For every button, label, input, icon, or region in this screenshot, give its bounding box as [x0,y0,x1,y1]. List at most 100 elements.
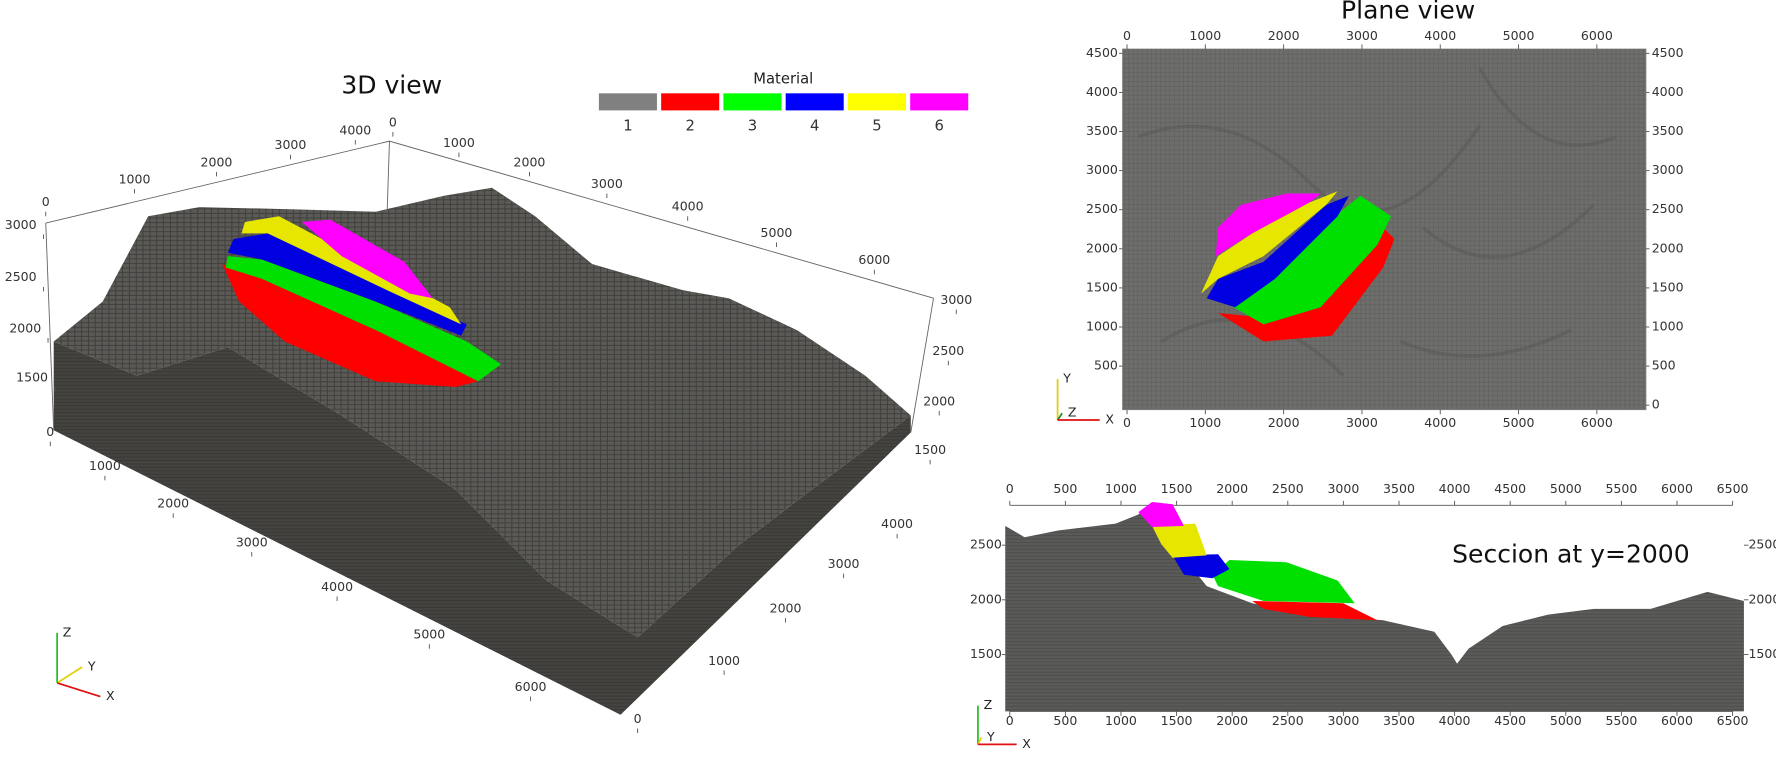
tick-label: 1500 [1652,279,1684,294]
tick-label: 2000 [201,154,233,169]
tick-label: 1000 [1105,481,1137,496]
tick-label: 1000 [1105,713,1137,728]
tick-label: 5500 [1605,713,1637,728]
legend-label: 4 [810,117,819,134]
tick-label: 2000 [157,496,189,511]
tick-label: 5000 [1550,481,1582,496]
tick-label: 2500 [970,537,1002,552]
frame-3d [45,140,934,433]
tick-label: 4500 [1494,713,1526,728]
tick-label: 3000 [591,176,623,191]
tick-label: 3000 [1652,162,1684,177]
tick-label: 4500 [1494,481,1526,496]
tick-label: 1500 [1161,713,1193,728]
legend-swatch [785,93,844,111]
legend: Material 1 2 3 4 5 6 [598,71,969,134]
tick-label: 2500 [5,269,37,284]
tick-label: 3000 [828,556,860,571]
tick-label: 4000 [1439,481,1471,496]
tick-label: 1000 [1189,28,1221,43]
triad-label: Y [986,729,995,744]
tick-label: 1500 [16,369,48,384]
block-3d [53,187,911,715]
tick-label: 2000 [1652,240,1684,255]
tick-label: 2000 [1086,240,1118,255]
tick-label: 0 [46,424,54,439]
tick-label: 2500 [1086,201,1118,216]
tick-label: 5000 [761,225,793,240]
tick-label: 500 [1094,358,1118,373]
legend-label: 6 [935,117,944,134]
legend-swatch [847,93,906,111]
legend-title: Material [753,71,813,88]
tick-label: 5000 [1503,415,1535,430]
triad-axis [977,737,983,745]
tick-label: 2000 [1268,28,1300,43]
tick-label: 3000 [1327,713,1359,728]
tick-label: 6000 [1581,28,1613,43]
tick-label: 3000 [236,534,268,549]
tick-label: 6500 [1717,713,1749,728]
triad-axis [1056,412,1063,421]
legend-swatch [910,93,969,111]
tick-label: 1500 [914,442,946,457]
tick-label: 5000 [413,627,445,642]
tick-label: 1000 [119,171,151,186]
triad-label: Z [984,697,993,712]
triad-axis [56,666,83,684]
tick-label: 4000 [1086,84,1118,99]
triad-axis [56,682,101,698]
tick-label: 0 [42,194,50,209]
tick-label: 0 [1123,28,1131,43]
tick-label: 5500 [1605,481,1637,496]
tick-label: 4500 [1652,45,1684,60]
tick-label: 1000 [708,653,740,668]
tick-label: 3500 [1652,123,1684,138]
tick-label: 2000 [1268,415,1300,430]
tick-label: 5000 [1550,713,1582,728]
tick-label: 1500 [1161,481,1193,496]
tick-label: 2000 [514,154,546,169]
tick-label: 4000 [1424,28,1456,43]
tick-label: 0 [389,114,397,129]
tick-label: 3000 [1086,162,1118,177]
tick-label: 0 [1006,481,1014,496]
plane-view [1122,48,1647,411]
tick-label: 2500 [1748,537,1776,552]
tick-label: 500 [1652,358,1676,373]
tick-label: 3500 [1383,713,1415,728]
tick-label: 1000 [443,135,475,150]
section-view [1005,501,1744,712]
tick-label: 2500 [1272,481,1304,496]
tick-label: 3000 [1346,28,1378,43]
tick-label: 2500 [1652,201,1684,216]
tick-label: 1000 [1086,319,1118,334]
tick-label: 1500 [1086,279,1118,294]
tick-label: 2000 [1216,481,1248,496]
triad-label: X [106,688,115,703]
tick-label: 3000 [5,217,37,232]
tick-label: 4000 [1424,415,1456,430]
tick-label: 4000 [321,579,353,594]
tick-label: 1500 [970,646,1002,661]
tick-label: 6000 [858,252,890,267]
tick-label: 2000 [770,600,802,615]
tick-label: 4000 [881,516,913,531]
tick-label: 0 [1652,397,1660,412]
tick-label: 2000 [1748,591,1776,606]
tick-label: 6000 [1581,415,1613,430]
triad-label: Y [1062,371,1071,386]
tick-label: 6000 [515,679,547,694]
tick-label: 6500 [1717,481,1749,496]
tick-label: 2000 [1216,713,1248,728]
triad-label: Z [63,624,72,639]
tick-label: 1500 [1748,646,1776,661]
tick-label: 500 [1053,481,1077,496]
tick-label: 3000 [1327,481,1359,496]
tick-label: 1000 [89,458,121,473]
tick-label: 3000 [275,137,307,152]
tick-label: 0 [1006,713,1014,728]
tick-label: 5000 [1503,28,1535,43]
